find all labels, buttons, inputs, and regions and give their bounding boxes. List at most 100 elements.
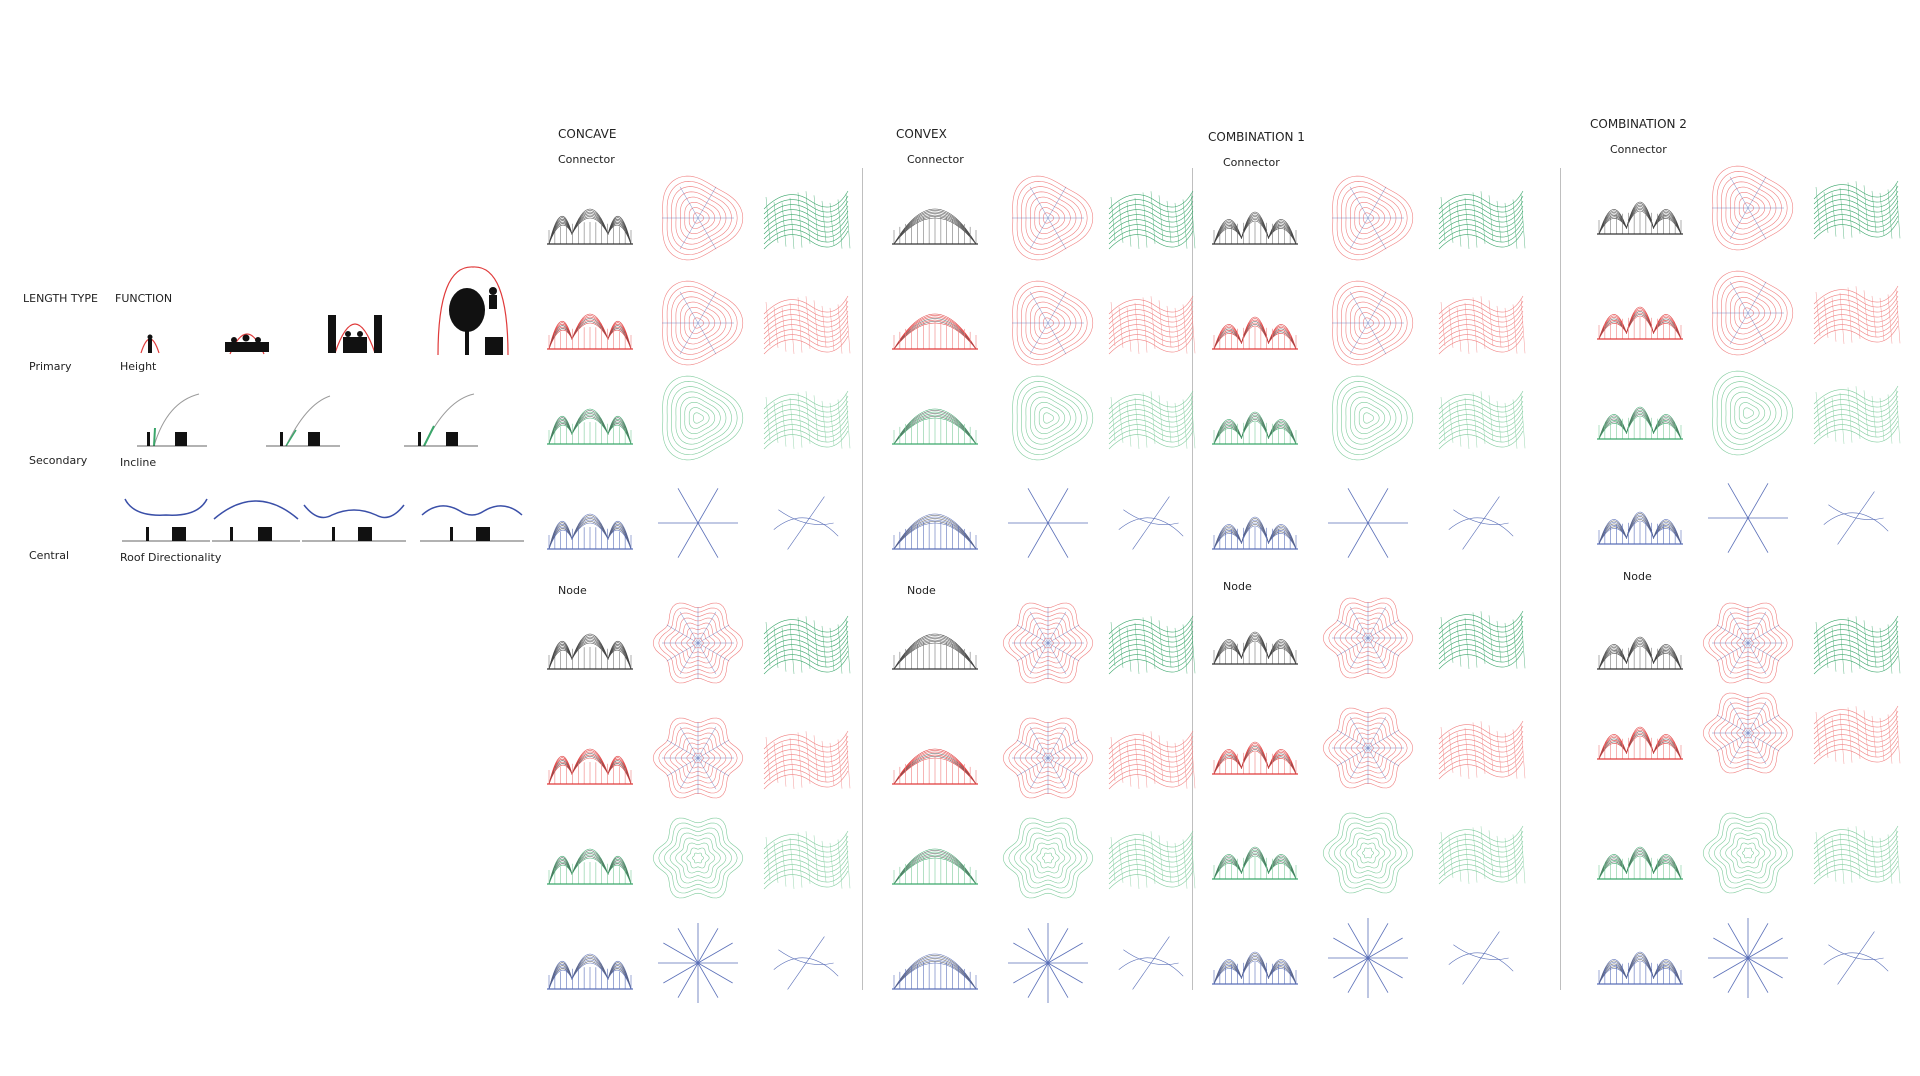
combination-1-connector-r4-plan	[1328, 488, 1408, 558]
concave-node-r1-plan	[652, 602, 744, 684]
combination-1-node-r2-elevation	[1212, 742, 1298, 775]
combination-1-connector-r4-elevation	[1212, 517, 1298, 550]
convex-node-r1-perspective	[1108, 615, 1196, 675]
convex-node-r3-perspective	[1108, 830, 1196, 890]
combination-2-node-r3-plan	[1702, 812, 1794, 894]
combination-1-connector-r2-perspective	[1438, 295, 1526, 355]
roof-directionality-icon-1	[122, 498, 210, 542]
convex-connector-r1-perspective	[1108, 190, 1196, 250]
combination-1-node-r3-plan	[1322, 812, 1414, 894]
combination-1-node-r4-perspective	[1448, 931, 1514, 985]
convex-connector-r1-plan	[1012, 175, 1094, 261]
convex-node-r2-perspective	[1108, 730, 1196, 790]
combination-1-connector-r3-perspective	[1438, 390, 1526, 450]
combination-1-node-r2-perspective	[1438, 720, 1526, 780]
convex-connector-r3-elevation	[892, 408, 978, 445]
convex-node-label: Node	[907, 584, 936, 597]
concave-connector-r1-plan	[662, 175, 744, 261]
combination-2-node-r1-plan	[1702, 602, 1794, 684]
combination-2-connector-r3-plan	[1712, 370, 1794, 456]
row-label-central: Central	[29, 549, 70, 562]
function-header: FUNCTION	[115, 292, 173, 305]
combination-1-connector-r4-perspective	[1448, 496, 1514, 550]
combination-1-node-r4-plan	[1328, 918, 1408, 998]
convex-connector-r4-plan	[1008, 488, 1088, 558]
combination-1-node-r3-elevation	[1212, 847, 1298, 880]
height-arch-icon-4	[437, 266, 509, 356]
convex-node-r3-elevation	[892, 848, 978, 885]
roof-directionality-icon-2	[212, 500, 300, 542]
combination-1-node-r1-elevation	[1212, 632, 1298, 665]
combination-2-connector-r3-elevation	[1597, 407, 1683, 440]
combination-2-connector-r1-elevation	[1597, 202, 1683, 235]
combination-2-connector-r1-perspective	[1813, 180, 1901, 240]
roof-directionality-icon-3	[302, 504, 406, 542]
combination-2-connector-label: Connector	[1610, 143, 1667, 156]
convex-node-r2-plan	[1002, 717, 1094, 799]
convex-connector-r2-plan	[1012, 280, 1094, 366]
concave-connector-r1-perspective	[763, 190, 851, 250]
incline-icon-3	[404, 393, 478, 447]
combination-1-node-r3-perspective	[1438, 825, 1526, 885]
concave-node-r2-elevation	[547, 748, 633, 785]
height-arch-icon-1	[140, 334, 160, 354]
combination-1-connector-label: Connector	[1223, 156, 1280, 169]
combination-1-node-r2-plan	[1322, 707, 1414, 789]
combination-1-connector-r1-plan	[1332, 175, 1414, 261]
combination-1-connector-r2-elevation	[1212, 317, 1298, 350]
convex-connector-r4-perspective	[1118, 496, 1184, 550]
concave-connector-r1-elevation	[547, 208, 633, 245]
convex-node-r4-plan	[1008, 923, 1088, 1003]
combination-1-node-r4-elevation	[1212, 952, 1298, 985]
combination-2-connector-r4-elevation	[1597, 512, 1683, 545]
combination-1-connector-r3-plan	[1332, 375, 1414, 461]
combination-2-node-r2-perspective	[1813, 705, 1901, 765]
concave-connector-r4-perspective	[773, 496, 839, 550]
combination-1-connector-r1-perspective	[1438, 190, 1526, 250]
concave-connector-r4-plan	[658, 488, 738, 558]
combination-2-node-r4-plan	[1708, 918, 1788, 998]
concave-connector-r3-elevation	[547, 408, 633, 445]
combination-2-node-r1-perspective	[1813, 615, 1901, 675]
combination-2-node-r3-perspective	[1813, 825, 1901, 885]
concave-node-r3-plan	[652, 817, 744, 899]
concave-connector-r3-perspective	[763, 390, 851, 450]
convex-connector-r1-elevation	[892, 208, 978, 245]
combination-2-node-r4-perspective	[1823, 931, 1889, 985]
column-divider-1	[862, 168, 863, 990]
function-label-roof-directionality: Roof Directionality	[120, 551, 222, 564]
height-arch-icon-3	[328, 315, 382, 354]
concave-node-label: Node	[558, 584, 587, 597]
combination-2-connector-r3-perspective	[1813, 385, 1901, 445]
combination-2-node-r3-elevation	[1597, 847, 1683, 880]
concave-node-r2-perspective	[763, 730, 851, 790]
convex-node-r2-elevation	[892, 748, 978, 785]
combination-2-connector-r4-plan	[1708, 483, 1788, 553]
column-title-combination-1: COMBINATION 1	[1208, 130, 1305, 144]
combination-1-connector-r2-plan	[1332, 280, 1414, 366]
column-title-concave: CONCAVE	[558, 127, 617, 141]
concave-connector-label: Connector	[558, 153, 615, 166]
combination-1-connector-r3-elevation	[1212, 412, 1298, 445]
convex-connector-r3-perspective	[1108, 390, 1196, 450]
function-label-height: Height	[120, 360, 157, 373]
convex-connector-r4-elevation	[892, 513, 978, 550]
function-label-incline: Incline	[120, 456, 157, 469]
concave-node-r1-elevation	[547, 633, 633, 670]
concave-node-r3-elevation	[547, 848, 633, 885]
concave-connector-r3-plan	[662, 375, 744, 461]
combination-2-node-r2-plan	[1702, 692, 1794, 774]
concave-node-r3-perspective	[763, 830, 851, 890]
concave-node-r1-perspective	[763, 615, 851, 675]
convex-connector-r3-plan	[1012, 375, 1094, 461]
incline-icon-1	[137, 393, 207, 447]
combination-2-connector-r1-plan	[1712, 165, 1794, 251]
combination-2-node-r1-elevation	[1597, 637, 1683, 670]
combination-2-connector-r2-perspective	[1813, 285, 1901, 345]
combination-2-node-r2-elevation	[1597, 727, 1683, 760]
concave-connector-r2-elevation	[547, 313, 633, 350]
convex-connector-r2-perspective	[1108, 295, 1196, 355]
roof-directionality-icon-4	[420, 505, 524, 542]
concave-connector-r2-perspective	[763, 295, 851, 355]
convex-connector-r2-elevation	[892, 313, 978, 350]
